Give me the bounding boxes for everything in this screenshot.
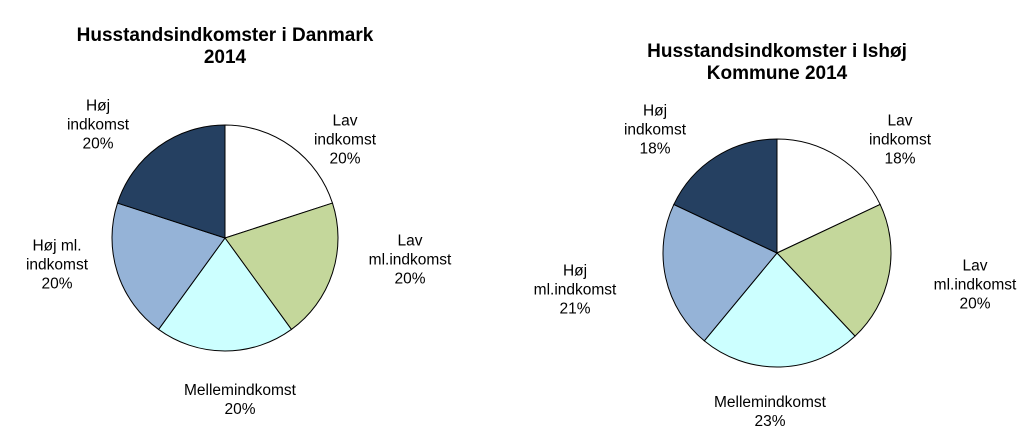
value-label: 20%: [329, 150, 361, 168]
category-label: Høj indkomst: [66, 97, 130, 134]
slice-label: Høj indkomst 20%: [18, 97, 178, 154]
slice-label: Høj ml. indkomst 20%: [0, 237, 137, 294]
category-label: Høj indkomst: [623, 102, 687, 139]
pie-slice: [703, 252, 856, 368]
value-label: 18%: [639, 140, 671, 158]
slice-label: Høj ml.indkomst 21%: [495, 262, 655, 319]
pie-slice: [111, 202, 226, 331]
category-label: Lav indkomst: [313, 112, 377, 149]
value-label: 20%: [959, 295, 991, 313]
value-label: 20%: [82, 135, 114, 153]
value-label: 20%: [224, 401, 256, 418]
value-label: 20%: [394, 270, 426, 288]
category-label: Lav ml.indkomst: [368, 232, 452, 269]
chart-title: Husstandsindkomster i Danmark 2014: [76, 25, 374, 68]
slice-label: Lav ml.indkomst 20%: [330, 232, 490, 289]
value-label: 23%: [754, 413, 786, 430]
value-label: 20%: [41, 275, 73, 293]
value-label: 18%: [884, 150, 916, 168]
slice-label: Lav indkomst 18%: [820, 112, 980, 169]
pie-slice: [776, 203, 892, 337]
category-label: Mellemindkomst: [184, 382, 296, 399]
slice-label: Høj indkomst 18%: [575, 102, 735, 159]
slice-label: Lav ml.indkomst 20%: [895, 257, 1020, 314]
slice-label: Lav indkomst 20%: [265, 112, 425, 169]
category-label: Høj ml. indkomst: [25, 237, 89, 274]
pie-slice: [224, 124, 334, 239]
pie-slice: [673, 138, 778, 254]
value-label: 21%: [559, 300, 591, 318]
chart-title: Husstandsindkomster i Ishøj Kommune 2014: [647, 41, 907, 84]
slice-label: Mellemindkomst 23%: [690, 393, 850, 430]
category-label: Lav ml.indkomst: [933, 257, 1017, 294]
pie-slice: [776, 138, 881, 254]
pie-slice: [157, 237, 293, 352]
category-label: Mellemindkomst: [714, 394, 826, 411]
pie-slice: [224, 202, 339, 331]
category-label: Lav indkomst: [868, 112, 932, 149]
pie-slice: [662, 203, 778, 342]
slice-label: Mellemindkomst 20%: [160, 381, 320, 419]
category-label: Høj ml.indkomst: [533, 262, 617, 299]
pie-slice: [116, 124, 226, 239]
